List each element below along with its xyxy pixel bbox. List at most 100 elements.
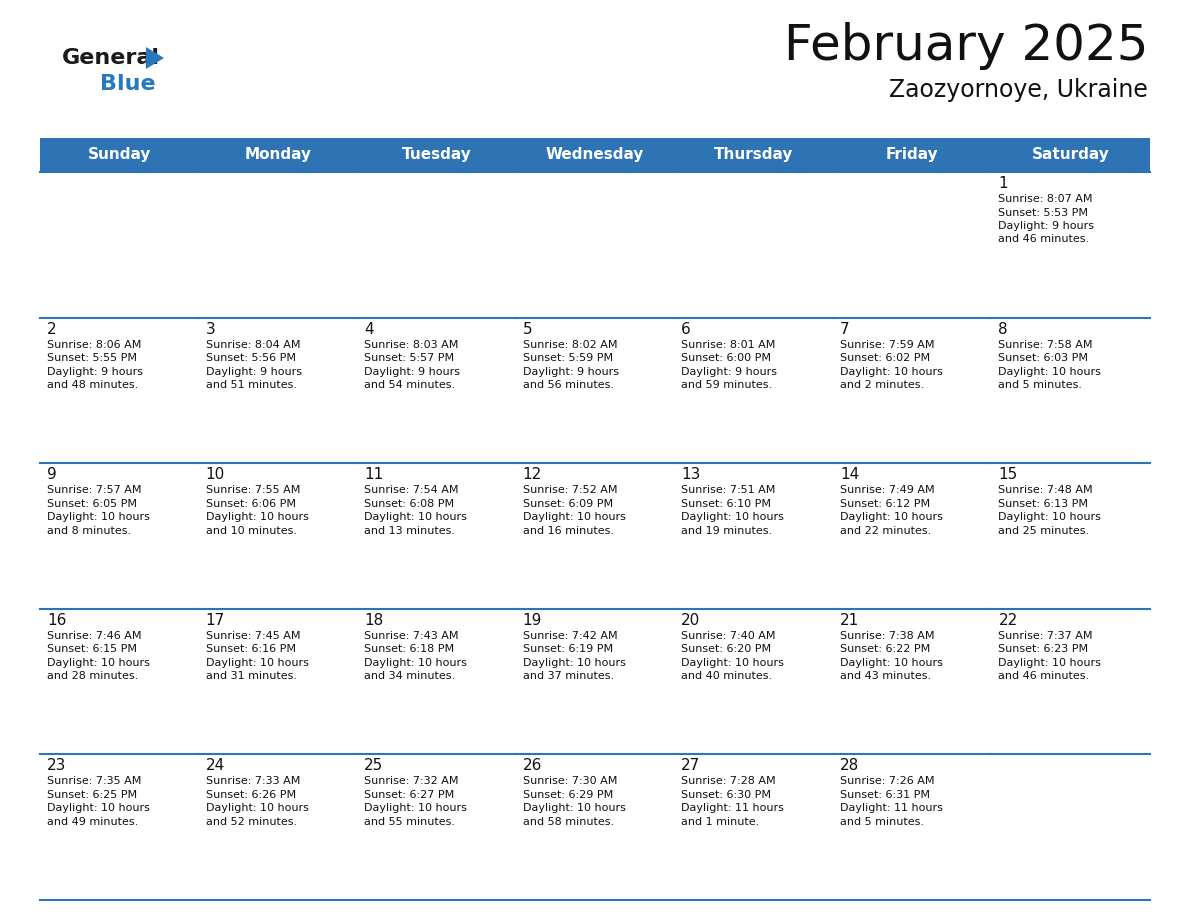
Text: 21: 21 <box>840 613 859 628</box>
Text: Sunrise: 7:57 AM: Sunrise: 7:57 AM <box>48 486 141 495</box>
Text: Daylight: 10 hours: Daylight: 10 hours <box>206 512 309 522</box>
Bar <box>198 464 358 609</box>
Text: and 8 minutes.: and 8 minutes. <box>48 526 131 536</box>
Text: 19: 19 <box>523 613 542 628</box>
Bar <box>516 609 675 755</box>
Text: Wednesday: Wednesday <box>545 148 644 162</box>
Text: Sunrise: 7:54 AM: Sunrise: 7:54 AM <box>365 486 459 495</box>
Bar <box>40 755 198 900</box>
Text: Daylight: 9 hours: Daylight: 9 hours <box>681 366 777 376</box>
Text: Daylight: 10 hours: Daylight: 10 hours <box>998 658 1101 667</box>
Bar <box>358 138 516 172</box>
Text: Sunset: 5:56 PM: Sunset: 5:56 PM <box>206 353 296 364</box>
Text: Daylight: 10 hours: Daylight: 10 hours <box>840 512 943 522</box>
Bar <box>516 464 675 609</box>
Text: 23: 23 <box>48 758 67 773</box>
Text: Sunrise: 7:30 AM: Sunrise: 7:30 AM <box>523 777 617 787</box>
Text: and 43 minutes.: and 43 minutes. <box>840 671 931 681</box>
Text: Daylight: 10 hours: Daylight: 10 hours <box>998 512 1101 522</box>
Text: Daylight: 10 hours: Daylight: 10 hours <box>998 366 1101 376</box>
Text: and 16 minutes.: and 16 minutes. <box>523 526 614 536</box>
Text: Sunrise: 8:02 AM: Sunrise: 8:02 AM <box>523 340 618 350</box>
Text: Sunrise: 8:03 AM: Sunrise: 8:03 AM <box>365 340 459 350</box>
Text: Daylight: 10 hours: Daylight: 10 hours <box>840 658 943 667</box>
Text: and 25 minutes.: and 25 minutes. <box>998 526 1089 536</box>
Text: Sunrise: 7:59 AM: Sunrise: 7:59 AM <box>840 340 934 350</box>
Bar <box>833 172 992 318</box>
Text: and 31 minutes.: and 31 minutes. <box>206 671 297 681</box>
Text: and 5 minutes.: and 5 minutes. <box>998 380 1082 390</box>
Bar <box>992 755 1150 900</box>
Text: Sunrise: 7:33 AM: Sunrise: 7:33 AM <box>206 777 299 787</box>
Bar <box>198 138 358 172</box>
Text: 15: 15 <box>998 467 1018 482</box>
Text: 25: 25 <box>365 758 384 773</box>
Text: and 19 minutes.: and 19 minutes. <box>681 526 772 536</box>
Text: and 13 minutes.: and 13 minutes. <box>365 526 455 536</box>
Text: and 54 minutes.: and 54 minutes. <box>365 380 455 390</box>
Bar <box>516 138 675 172</box>
Text: and 58 minutes.: and 58 minutes. <box>523 817 614 827</box>
Text: Sunrise: 7:48 AM: Sunrise: 7:48 AM <box>998 486 1093 495</box>
Text: 18: 18 <box>365 613 384 628</box>
Text: Daylight: 10 hours: Daylight: 10 hours <box>48 803 150 813</box>
Bar <box>675 755 833 900</box>
Bar <box>358 318 516 464</box>
Text: Sunset: 6:26 PM: Sunset: 6:26 PM <box>206 789 296 800</box>
Text: and 40 minutes.: and 40 minutes. <box>681 671 772 681</box>
Text: and 55 minutes.: and 55 minutes. <box>365 817 455 827</box>
Text: and 22 minutes.: and 22 minutes. <box>840 526 931 536</box>
Bar <box>833 609 992 755</box>
Text: 28: 28 <box>840 758 859 773</box>
Bar <box>516 318 675 464</box>
Text: and 52 minutes.: and 52 minutes. <box>206 817 297 827</box>
Bar <box>358 172 516 318</box>
Text: Sunset: 6:15 PM: Sunset: 6:15 PM <box>48 644 137 655</box>
Text: Daylight: 9 hours: Daylight: 9 hours <box>998 221 1094 231</box>
Text: Sunrise: 7:46 AM: Sunrise: 7:46 AM <box>48 631 141 641</box>
Bar <box>40 318 198 464</box>
Text: Sunset: 6:30 PM: Sunset: 6:30 PM <box>681 789 771 800</box>
Text: Sunset: 6:12 PM: Sunset: 6:12 PM <box>840 498 930 509</box>
Text: Sunrise: 7:28 AM: Sunrise: 7:28 AM <box>681 777 776 787</box>
Text: Zaozyornoye, Ukraine: Zaozyornoye, Ukraine <box>889 78 1148 102</box>
Text: 11: 11 <box>365 467 384 482</box>
Text: Daylight: 11 hours: Daylight: 11 hours <box>681 803 784 813</box>
Text: Daylight: 9 hours: Daylight: 9 hours <box>48 366 143 376</box>
Text: 1: 1 <box>998 176 1009 191</box>
Text: Daylight: 10 hours: Daylight: 10 hours <box>206 803 309 813</box>
Text: Sunset: 6:31 PM: Sunset: 6:31 PM <box>840 789 930 800</box>
Text: Sunrise: 7:43 AM: Sunrise: 7:43 AM <box>365 631 459 641</box>
Text: 20: 20 <box>681 613 701 628</box>
Bar <box>358 464 516 609</box>
Bar <box>675 609 833 755</box>
Text: Thursday: Thursday <box>714 148 794 162</box>
Text: February 2025: February 2025 <box>784 22 1148 70</box>
Text: Daylight: 10 hours: Daylight: 10 hours <box>523 658 626 667</box>
Text: 6: 6 <box>681 321 691 337</box>
Bar <box>992 609 1150 755</box>
Text: Sunrise: 8:04 AM: Sunrise: 8:04 AM <box>206 340 301 350</box>
Text: Sunrise: 7:45 AM: Sunrise: 7:45 AM <box>206 631 301 641</box>
Polygon shape <box>146 47 164 69</box>
Text: Sunset: 6:25 PM: Sunset: 6:25 PM <box>48 789 137 800</box>
Text: Sunrise: 7:55 AM: Sunrise: 7:55 AM <box>206 486 299 495</box>
Bar <box>675 318 833 464</box>
Text: Friday: Friday <box>886 148 939 162</box>
Text: Sunset: 5:53 PM: Sunset: 5:53 PM <box>998 207 1088 218</box>
Bar <box>992 464 1150 609</box>
Bar <box>516 172 675 318</box>
Text: General: General <box>62 48 160 68</box>
Text: 10: 10 <box>206 467 225 482</box>
Text: Sunrise: 7:58 AM: Sunrise: 7:58 AM <box>998 340 1093 350</box>
Text: 2: 2 <box>48 321 57 337</box>
Bar <box>675 464 833 609</box>
Text: and 5 minutes.: and 5 minutes. <box>840 817 924 827</box>
Text: and 59 minutes.: and 59 minutes. <box>681 380 772 390</box>
Text: and 10 minutes.: and 10 minutes. <box>206 526 297 536</box>
Text: and 46 minutes.: and 46 minutes. <box>998 234 1089 244</box>
Text: Sunrise: 8:06 AM: Sunrise: 8:06 AM <box>48 340 141 350</box>
Text: and 51 minutes.: and 51 minutes. <box>206 380 297 390</box>
Bar <box>358 755 516 900</box>
Text: and 28 minutes.: and 28 minutes. <box>48 671 138 681</box>
